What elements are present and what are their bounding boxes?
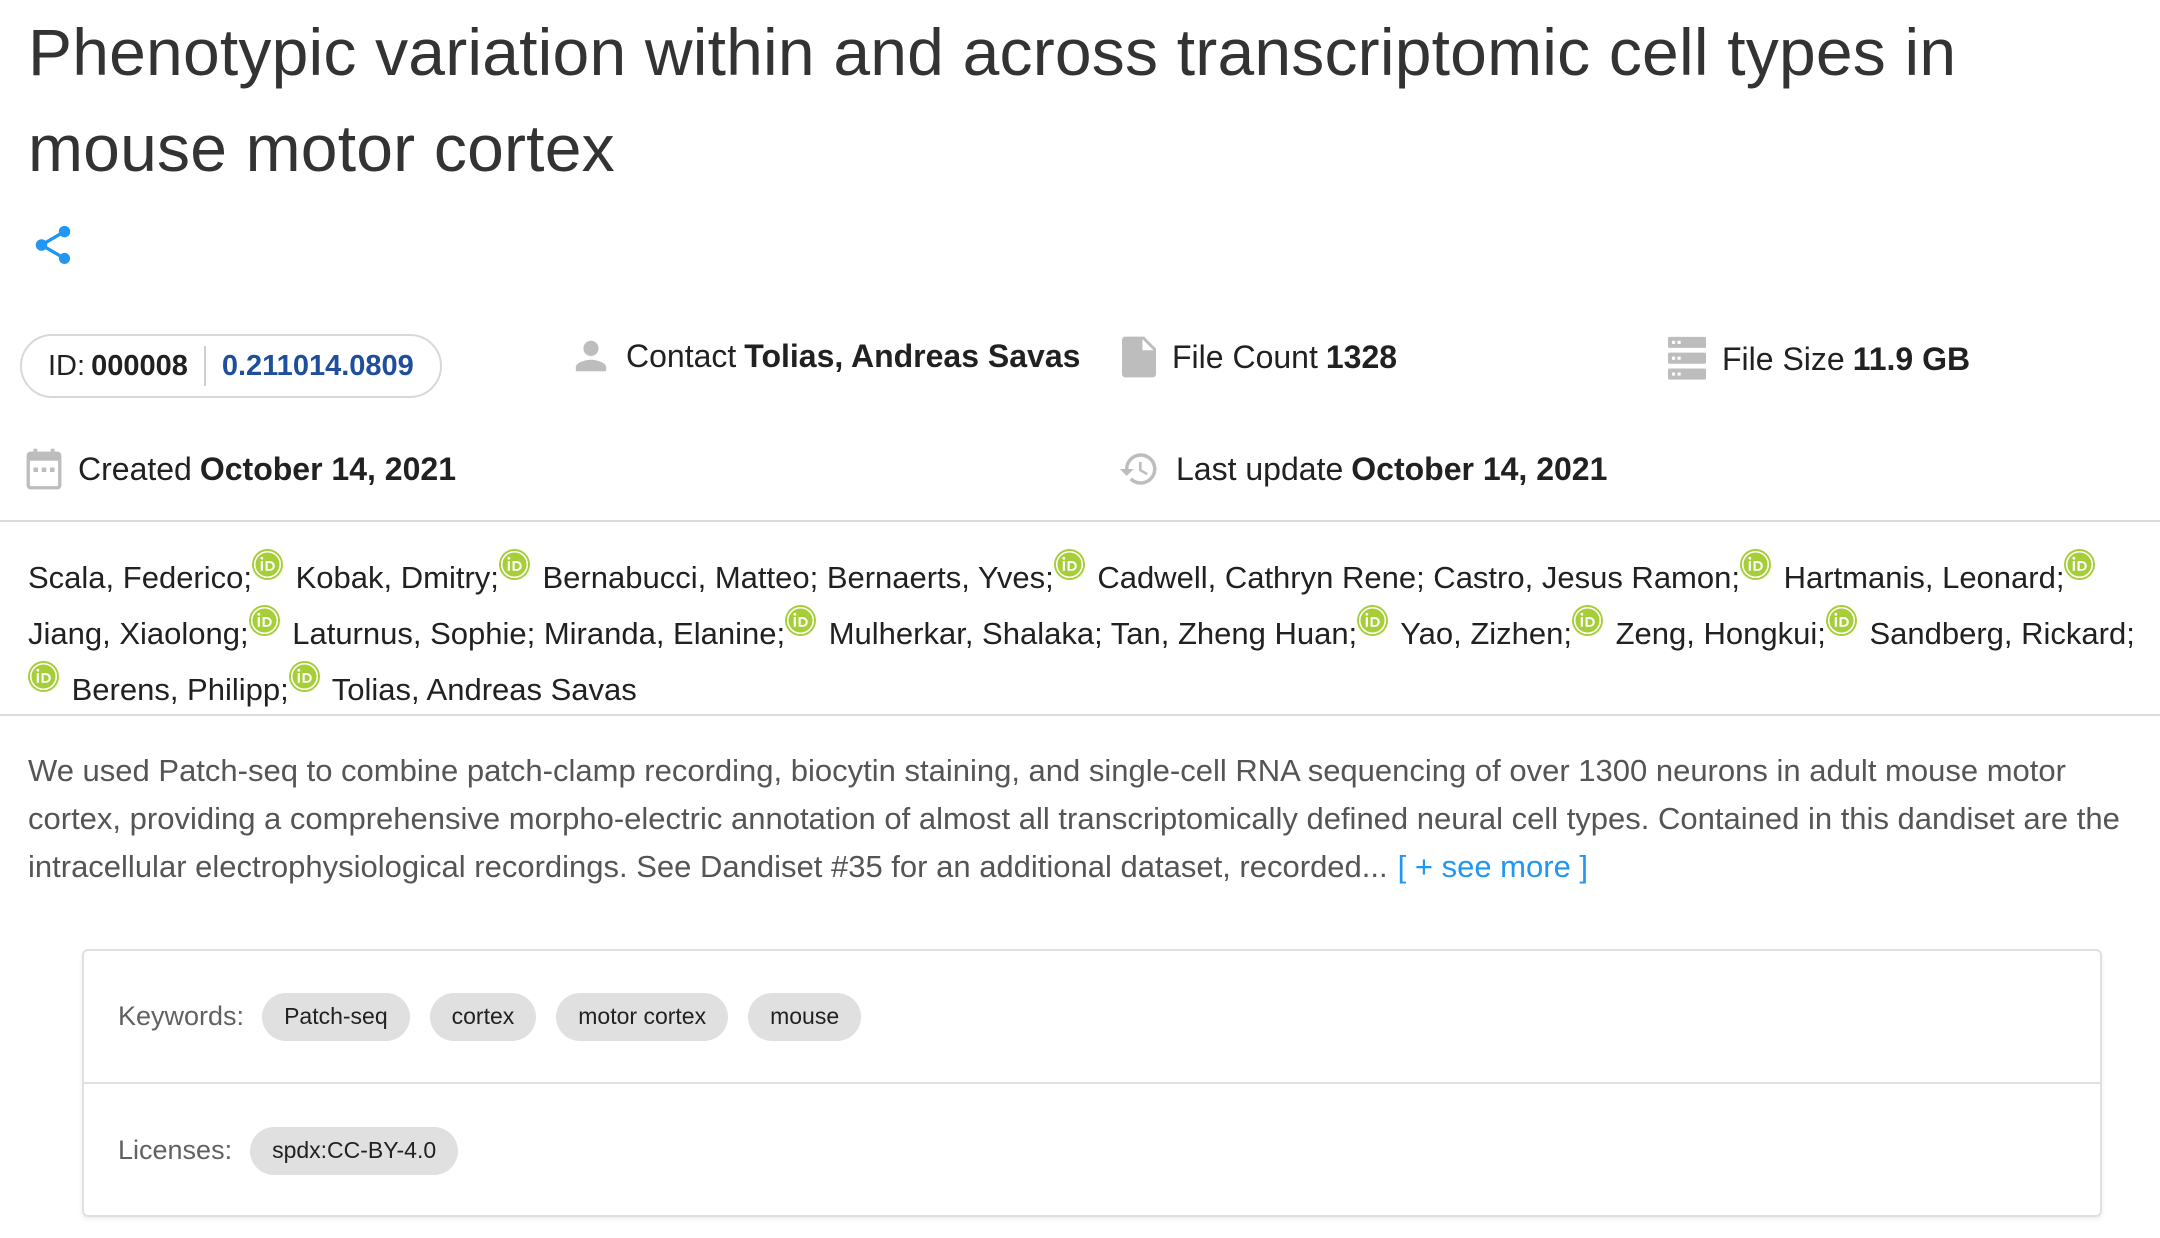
author-name: Yao, Zizhen; <box>1392 616 1572 651</box>
orcid-icon[interactable] <box>1357 602 1389 636</box>
share-icon[interactable] <box>30 222 76 268</box>
file-size-label: File Size <box>1722 340 1845 377</box>
keyword-chip[interactable]: motor cortex <box>556 992 729 1041</box>
last-update-label: Last update <box>1176 450 1344 487</box>
contact-label: Contact <box>626 337 737 374</box>
page-title: Phenotypic variation within and across t… <box>28 15 1957 185</box>
divider <box>0 520 2160 522</box>
licenses-row: Licenses: spdx:CC-BY-4.0 <box>84 1084 2100 1217</box>
orcid-icon[interactable] <box>1739 546 1771 580</box>
file-icon <box>1122 336 1156 378</box>
storage-icon <box>1668 336 1706 382</box>
author-name: Jiang, Xiaolong; <box>28 616 249 651</box>
author-name: Scala, Federico; <box>28 560 252 595</box>
dandiset-id-chip: ID: 000008 0.211014.0809 <box>20 334 442 398</box>
created-label: Created <box>78 450 192 487</box>
last-update-value: October 14, 2021 <box>1351 450 1608 487</box>
calendar-icon <box>26 448 62 490</box>
authors-list: Scala, Federico; Kobak, Dmitry; Bernabuc… <box>28 546 2138 714</box>
author-name: Kobak, Dmitry; <box>287 560 499 595</box>
keyword-chip[interactable]: Patch-seq <box>262 992 410 1041</box>
metadata-card: Keywords: Patch-seq cortex motor cortex … <box>82 949 2102 1217</box>
author-name: Mulherkar, Shalaka; Tan, Zheng Huan; <box>820 616 1358 651</box>
author-name: Tolias, Andreas Savas <box>323 672 637 707</box>
orcid-icon[interactable] <box>288 658 320 692</box>
author-name: Sandberg, Rickard; <box>1860 616 2135 651</box>
orcid-icon[interactable] <box>498 546 530 580</box>
author-name: Bernabucci, Matteo; Bernaerts, Yves; <box>533 560 1054 595</box>
licenses-label: Licenses: <box>118 1135 233 1165</box>
chip-divider <box>203 346 206 386</box>
orcid-icon[interactable] <box>2064 546 2096 580</box>
contact-info: Contact Tolias, Andreas Savas <box>572 336 1080 376</box>
created-value: October 14, 2021 <box>199 450 456 487</box>
orcid-icon[interactable] <box>28 658 59 692</box>
person-icon <box>572 336 610 376</box>
version-link[interactable]: 0.211014.0809 <box>221 349 414 382</box>
orcid-icon[interactable] <box>1053 546 1085 580</box>
last-update-info: Last update October 14, 2021 <box>1118 448 1607 490</box>
keywords-label: Keywords: <box>118 1001 245 1031</box>
file-count-label: File Count <box>1172 338 1318 375</box>
id-value: 000008 <box>91 349 188 382</box>
contact-value: Tolias, Andreas Savas <box>744 337 1081 374</box>
license-chip[interactable]: spdx:CC-BY-4.0 <box>250 1126 459 1175</box>
file-count-info: File Count 1328 <box>1122 336 1397 378</box>
author-name: Cadwell, Cathryn Rene; Castro, Jesus Ram… <box>1088 560 1740 595</box>
history-icon <box>1118 448 1160 490</box>
id-label: ID: <box>48 349 86 382</box>
file-size-info: File Size 11.9 GB <box>1668 336 1970 382</box>
author-name: Zeng, Hongkui; <box>1606 616 1826 651</box>
file-count-value: 1328 <box>1325 338 1398 375</box>
orcid-icon[interactable] <box>248 602 280 636</box>
orcid-icon[interactable] <box>252 546 283 580</box>
see-more-link[interactable]: [ + see more ] <box>1397 849 1589 884</box>
description: We used Patch-seq to combine patch-clamp… <box>28 747 2138 891</box>
created-info: Created October 14, 2021 <box>26 448 456 490</box>
orcid-icon[interactable] <box>1571 602 1603 636</box>
keyword-chip[interactable]: mouse <box>748 992 862 1041</box>
file-size-value: 11.9 GB <box>1852 340 1971 377</box>
keyword-chip[interactable]: cortex <box>429 992 537 1041</box>
keywords-row: Keywords: Patch-seq cortex motor cortex … <box>84 951 2100 1084</box>
author-name: Hartmanis, Leonard; <box>1774 560 2065 595</box>
orcid-icon[interactable] <box>785 602 817 636</box>
description-text: We used Patch-seq to combine patch-clamp… <box>28 753 2120 884</box>
orcid-icon[interactable] <box>1825 602 1857 636</box>
author-name: Laturnus, Sophie; Miranda, Elanine; <box>283 616 786 651</box>
author-name: Berens, Philipp; <box>63 672 289 707</box>
divider <box>0 714 2160 716</box>
